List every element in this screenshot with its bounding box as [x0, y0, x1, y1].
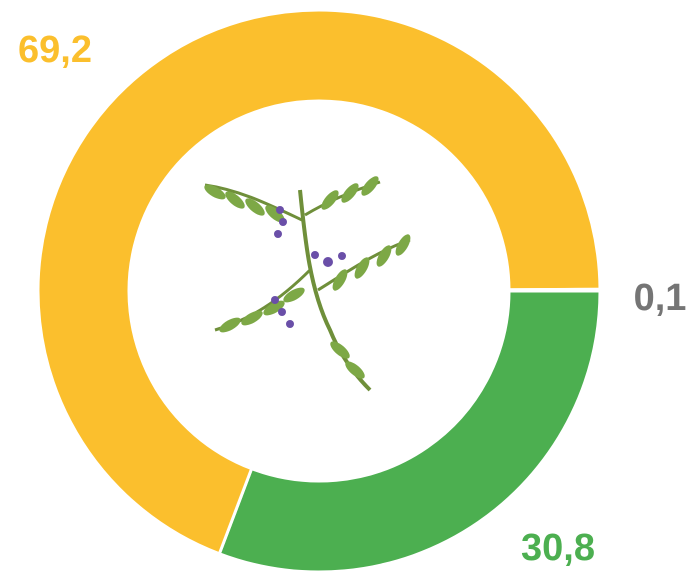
value-label: 69,2: [18, 29, 92, 71]
value-label: 30,8: [521, 527, 595, 569]
center-illustration: [204, 176, 411, 392]
donut-slice: [217, 289, 602, 573]
donut-slice: [507, 287, 602, 293]
donut-slice: [36, 8, 602, 556]
value-label: 0,1: [634, 277, 687, 319]
